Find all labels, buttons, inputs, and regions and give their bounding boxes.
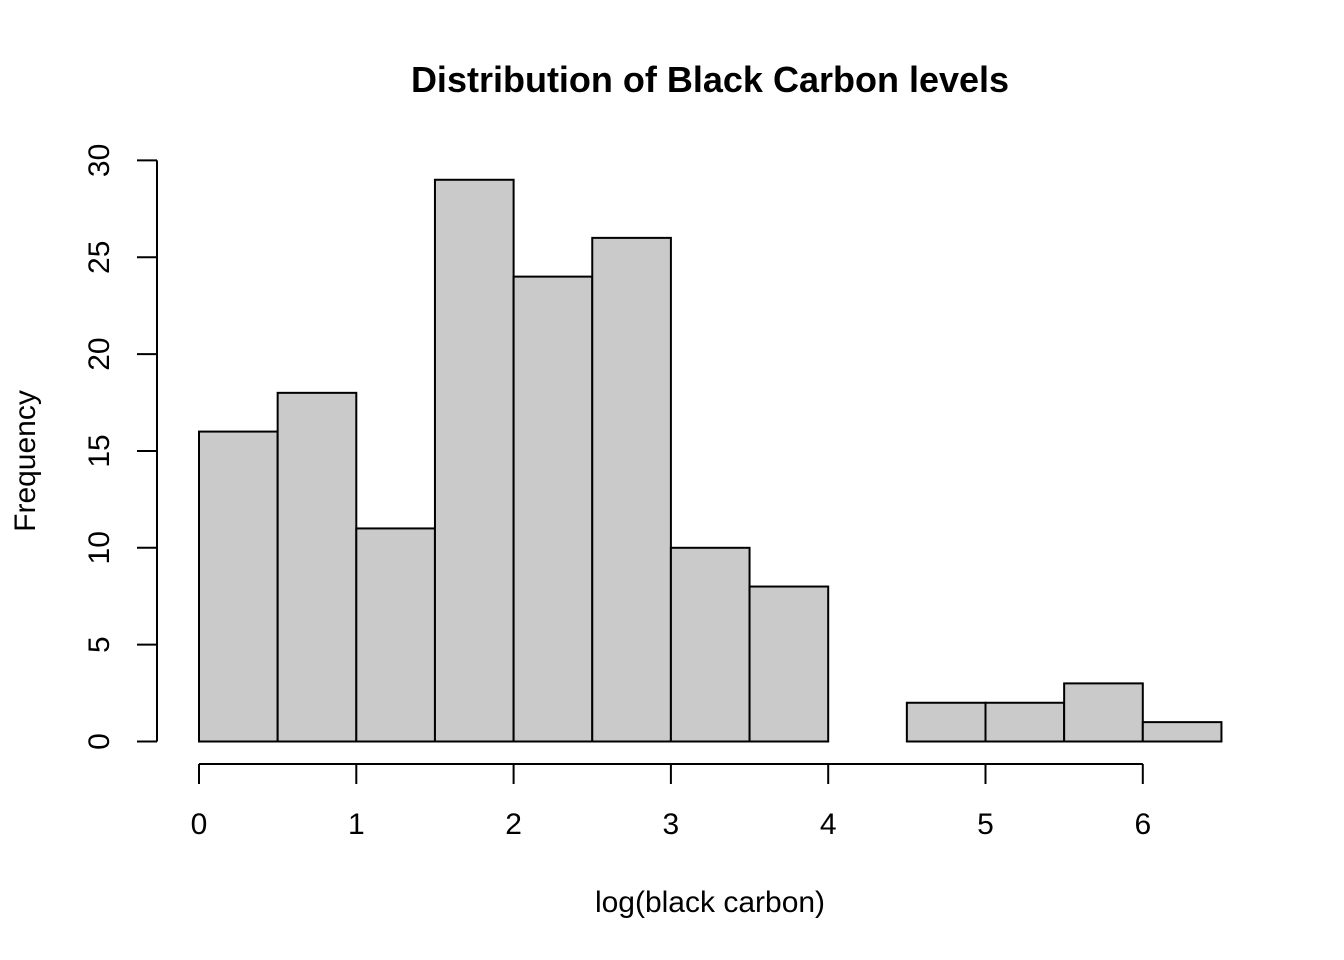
bar-3 — [433, 178, 515, 743]
y-tick-label-5: 25 — [83, 241, 116, 274]
x-tick-label-2: 2 — [505, 808, 522, 841]
y-tick-label-1: 5 — [83, 636, 116, 653]
y-tick-label-4: 20 — [83, 337, 116, 370]
bar-12 — [1141, 721, 1223, 743]
y-tick-label-2: 10 — [83, 531, 116, 564]
x-axis-label: log(black carbon) — [595, 886, 825, 919]
bar-7 — [748, 585, 830, 743]
bar-4 — [512, 275, 594, 743]
x-tick-label-5: 5 — [977, 808, 994, 841]
y-tick-label-0: 0 — [83, 733, 116, 750]
x-tick-label-1: 1 — [348, 808, 365, 841]
bar-11 — [1063, 682, 1144, 743]
bar-10 — [984, 701, 1066, 743]
y-tick-label-3: 15 — [83, 434, 116, 467]
bar-9 — [905, 701, 987, 743]
bar-1 — [276, 391, 358, 743]
bar-2 — [355, 527, 436, 743]
bar-6 — [669, 546, 751, 743]
x-tick-label-6: 6 — [1134, 808, 1151, 841]
y-axis-label: Frequency — [9, 390, 42, 532]
x-tick-label-3: 3 — [663, 808, 680, 841]
chart-title: Distribution of Black Carbon levels — [411, 59, 1009, 100]
bar-5 — [591, 236, 672, 743]
y-axis: 0 5 10 15 20 25 30 — [83, 144, 158, 750]
y-tick-label-6: 30 — [83, 144, 116, 177]
x-tick-label-0: 0 — [191, 808, 208, 841]
bar-0 — [198, 430, 279, 743]
x-axis: 0 1 2 3 4 5 6 — [191, 763, 1151, 841]
x-tick-label-4: 4 — [820, 808, 837, 841]
bars-group — [198, 178, 1223, 743]
